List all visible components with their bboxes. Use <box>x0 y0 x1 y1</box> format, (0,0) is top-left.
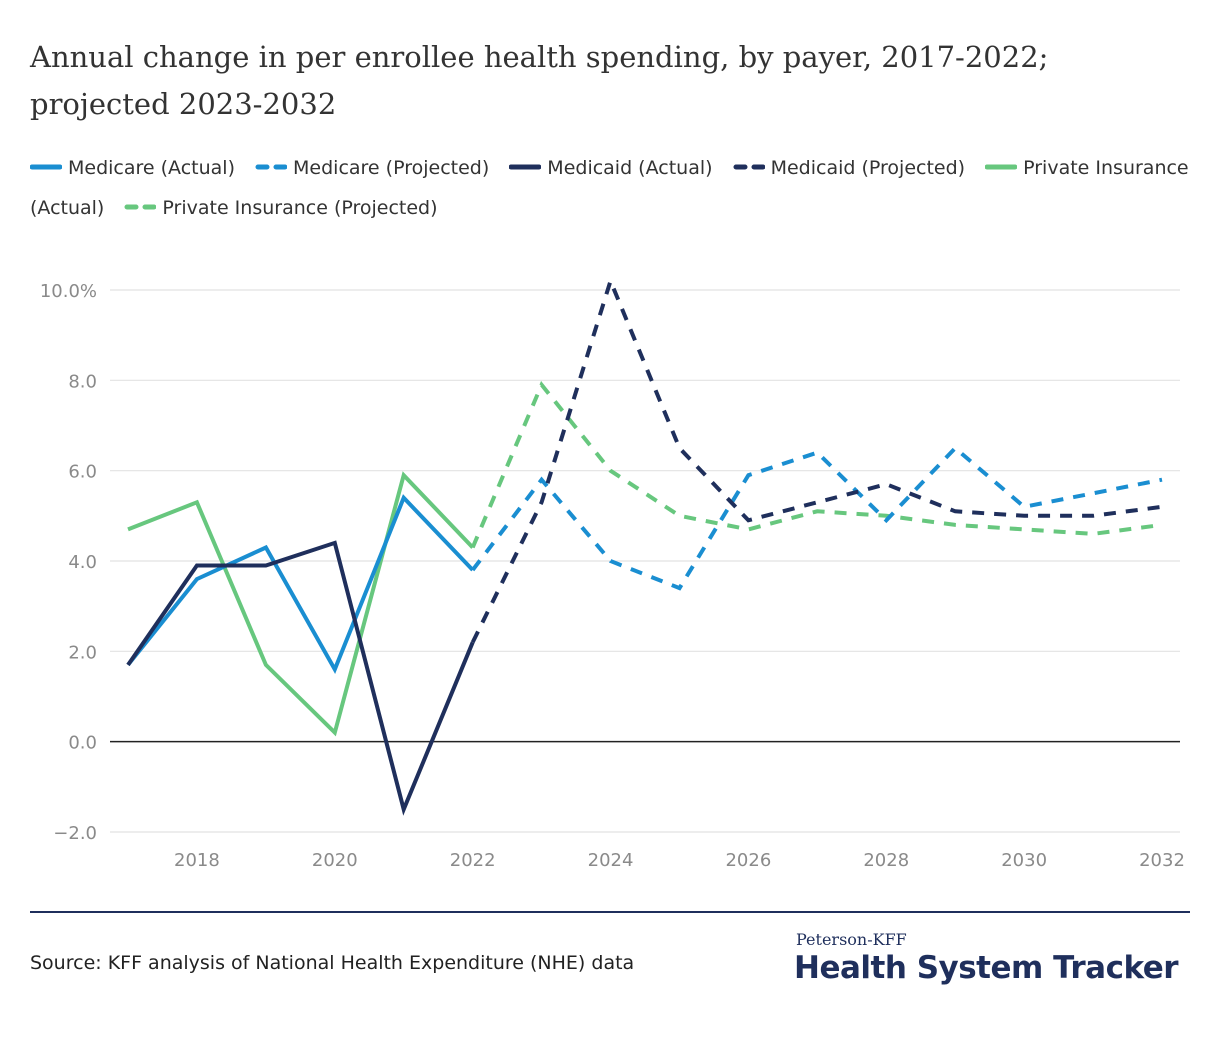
series-line-medicaid-actual[interactable] <box>126 540 475 816</box>
series-lines <box>126 275 1163 816</box>
y-tick-label: −2.0 <box>53 823 97 844</box>
legend-swatch-medicaid-projected <box>733 164 765 169</box>
legend-label-medicare-actual: Medicare (Actual) <box>68 157 235 179</box>
legend-item-medicaid-projected[interactable]: Medicaid (Projected) <box>733 157 972 179</box>
series-line-medicare-actual[interactable] <box>126 494 475 675</box>
x-tick-label: 2030 <box>1001 850 1047 871</box>
x-tick-label: 2018 <box>174 850 220 871</box>
y-tick-label: 8.0 <box>68 371 97 392</box>
x-tick-label: 2024 <box>588 850 634 871</box>
legend-label-private-projected: Private Insurance (Projected) <box>162 197 438 219</box>
y-tick-label: 0.0 <box>68 733 97 754</box>
series-line-private-insurance-actual[interactable] <box>127 471 475 737</box>
legend-item-medicare-projected[interactable]: Medicare (Projected) <box>255 157 495 179</box>
legend-item-private-projected[interactable]: Private Insurance (Projected) <box>124 197 438 219</box>
x-tick-label: 2022 <box>450 850 496 871</box>
line-chart: −2.0 0.0 2.0 4.0 6.0 8.0 10.0% 2018 2020 2022 202… <box>40 275 1185 871</box>
y-tick-label: 2.0 <box>68 642 97 663</box>
legend-swatch-private-projected <box>124 204 157 209</box>
series-line-medicare-projected[interactable] <box>471 445 1163 591</box>
legend-label-medicaid-projected: Medicaid (Projected) <box>770 157 966 179</box>
series-line-medicaid-projected[interactable] <box>470 275 1163 644</box>
y-axis-tick-labels: −2.0 0.0 2.0 4.0 6.0 8.0 10.0% <box>40 281 97 844</box>
legend-swatch-medicaid-actual <box>509 164 542 169</box>
legend-label-medicare-projected: Medicare (Projected) <box>293 157 490 179</box>
y-tick-label: 6.0 <box>68 462 97 483</box>
x-tick-label: 2020 <box>312 850 358 871</box>
footer-divider <box>30 911 1190 913</box>
brand-logo-text: Health System Tracker <box>794 950 1179 986</box>
brand-subtitle: Peterson-KFF <box>796 930 907 949</box>
chart-title: Annual change in per enrollee health spe… <box>30 40 1049 121</box>
x-tick-label: 2028 <box>863 850 909 871</box>
x-tick-label: 2032 <box>1139 850 1185 871</box>
source-note: Source: KFF analysis of National Health … <box>30 952 635 974</box>
legend-swatch-medicare-projected <box>255 164 288 169</box>
legend-item-medicaid-actual[interactable]: Medicaid (Actual) <box>509 157 718 179</box>
legend-swatch-private-actual <box>985 164 1018 169</box>
grid-lines <box>110 289 1180 833</box>
series-line-private-insurance-projected[interactable] <box>470 380 1163 549</box>
legend-item-private-actual[interactable]: Private Insurance (Actual) <box>30 157 1189 219</box>
y-tick-label: 4.0 <box>68 552 97 573</box>
chart-legend: Medicare (Actual) Medicare (Projected) M… <box>30 148 1190 228</box>
legend-label-medicaid-actual: Medicaid (Actual) <box>547 157 713 179</box>
legend-label-private-actual: Private Insurance (Actual) <box>30 157 1189 219</box>
x-axis-tick-labels: 2018 2020 2022 2024 2026 2028 2030 2032 <box>174 850 1185 871</box>
x-tick-label: 2026 <box>725 850 771 871</box>
y-tick-label: 10.0% <box>40 281 97 302</box>
legend-swatch-medicare-actual <box>30 164 62 169</box>
legend-item-medicare-actual[interactable]: Medicare (Actual) <box>30 157 241 179</box>
